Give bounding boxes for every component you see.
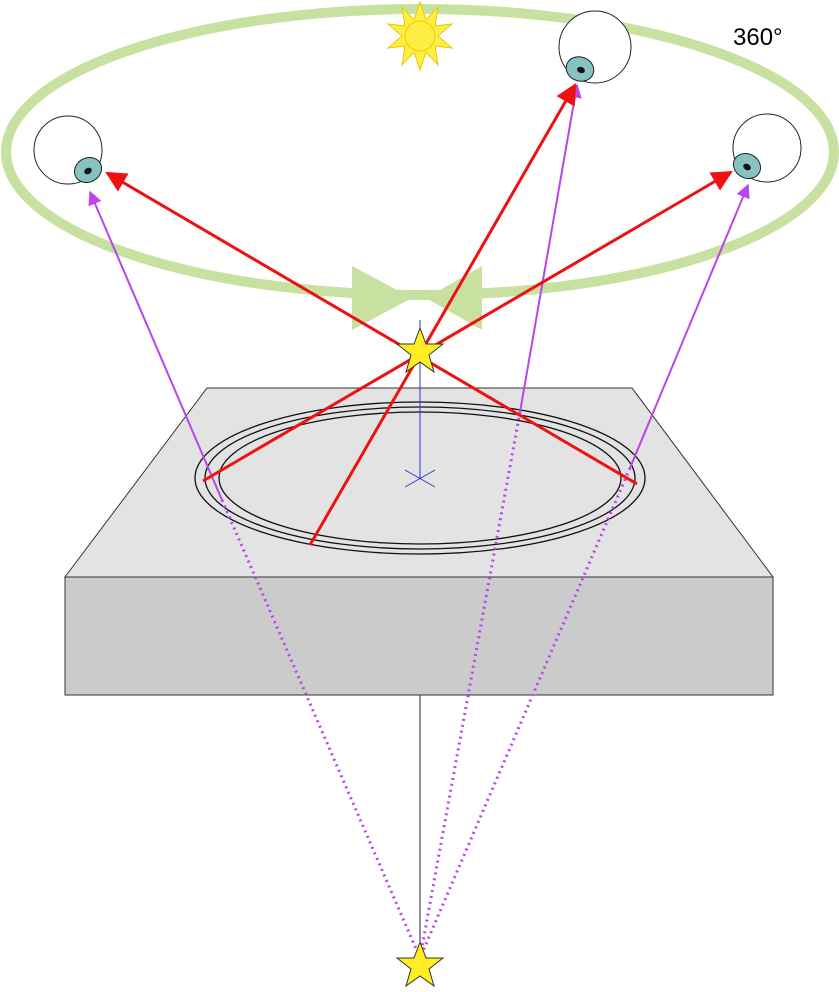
virtual-rays [88, 83, 750, 501]
virtual-rays-dotted [220, 411, 632, 959]
star-icon [395, 326, 445, 374]
eye-icon-left [33, 115, 103, 185]
virtual-star-icon [395, 940, 445, 988]
orbit-arrow-left [352, 266, 412, 330]
eye-icon-right [732, 113, 802, 183]
sun-icon [386, 0, 454, 72]
plate-front-face [64, 576, 774, 696]
angle-label: 360° [733, 24, 783, 51]
real-rays [105, 83, 733, 546]
eye-icon-top [558, 10, 632, 84]
plate-block [63, 387, 774, 696]
